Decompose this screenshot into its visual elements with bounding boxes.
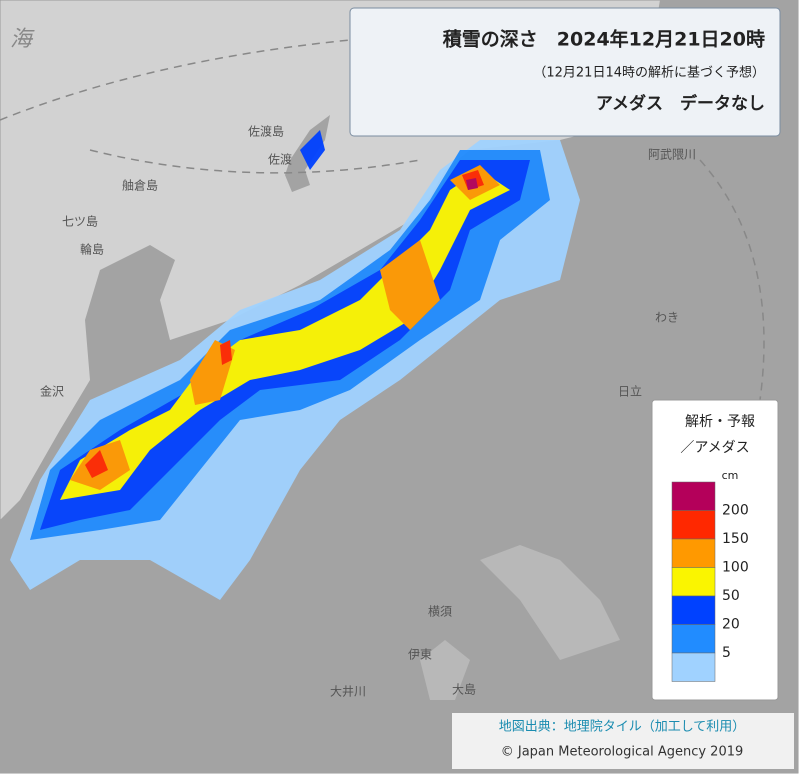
legend-label: 100 [722, 560, 749, 576]
legend-label: 150 [722, 531, 749, 547]
legend-label: 200 [722, 503, 749, 519]
credit-copyright: © Japan Meteorological Agency 2019 [501, 745, 744, 760]
place-label: 佐渡 [268, 152, 292, 167]
title-box [349, 7, 781, 137]
legend-label: 5 [722, 645, 731, 661]
place-label: 舳倉島 [122, 178, 158, 193]
place-label: 大島 [452, 682, 476, 697]
legend-swatch [671, 538, 716, 568]
place-label: 金沢 [40, 384, 64, 399]
place-label: 日立 [618, 384, 642, 399]
place-label: 伊東 [408, 648, 432, 662]
boundary-lines [0, 39, 765, 401]
place-label: 海 [10, 27, 35, 52]
legend-swatch [671, 652, 716, 682]
legend-unit: cm [722, 469, 739, 482]
title: 積雪の深さ 2024年12月21日20時 [443, 28, 765, 51]
credit-source: 地図出典：地理院タイル（加工して利用） [499, 720, 746, 735]
legend-swatch [671, 510, 716, 540]
place-label: 輪島 [80, 242, 104, 257]
legend-swatch [671, 481, 716, 511]
snow-area [10, 130, 580, 600]
place-label: 七ツ島 [62, 214, 98, 229]
credit-box [452, 713, 794, 769]
legend-label: 50 [722, 588, 740, 604]
place-label: わき [655, 311, 679, 325]
subtitle: （12月21日14時の解析に基づく予想） [533, 65, 765, 81]
legend-title: 解析・予報 [685, 414, 755, 430]
legend-title: ／アメダス [680, 440, 749, 456]
legend-swatch [671, 624, 716, 654]
legend-items: 200 150 100 50 20 5 [671, 481, 749, 682]
place-label: 横須 [428, 605, 452, 619]
place-label: 佐渡島 [248, 124, 284, 139]
legend-label: 20 [722, 617, 740, 633]
place-label: 大井川 [330, 685, 366, 699]
land-lowland [420, 545, 620, 700]
note: アメダス データなし [596, 93, 765, 114]
legend-swatch [671, 595, 716, 625]
legend-swatch [671, 567, 716, 597]
place-label: 阿武隈川 [648, 148, 696, 162]
